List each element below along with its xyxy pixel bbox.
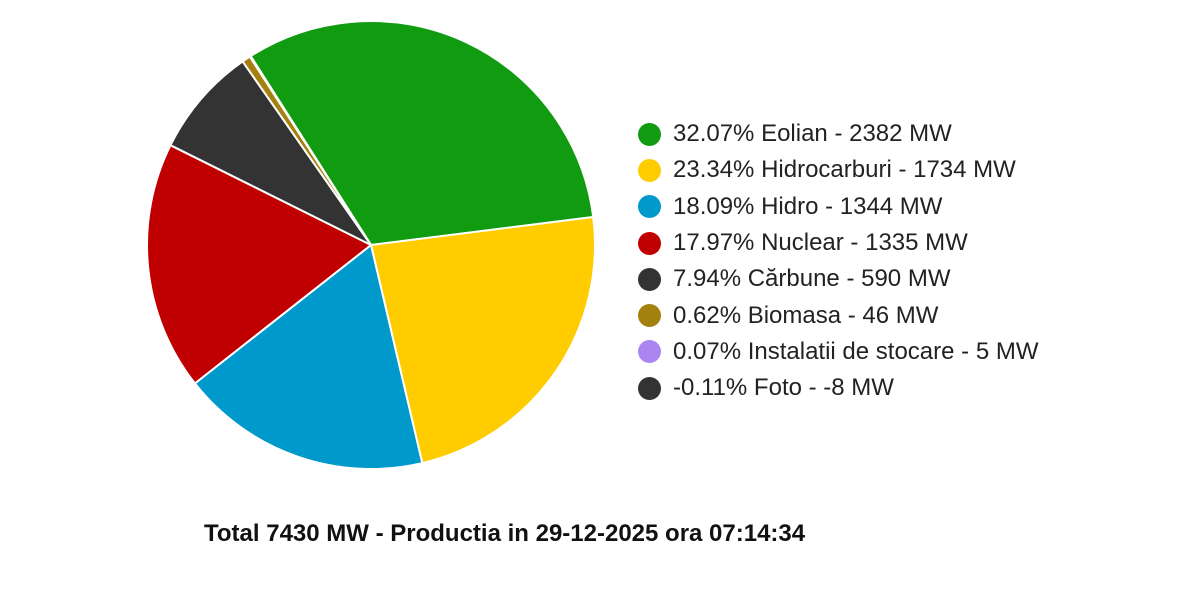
legend-label-carbune: 7.94% Cărbune - 590 MW	[673, 265, 951, 293]
legend-item-hidro[interactable]: 18.09% Hidro - 1344 MW	[638, 189, 1178, 225]
legend-item-nuclear[interactable]: 17.97% Nuclear - 1335 MW	[638, 225, 1178, 261]
legend-label-biomasa: 0.62% Biomasa - 46 MW	[673, 301, 939, 329]
legend-marker-eolian	[638, 122, 661, 146]
legend-marker-hidrocarburi	[638, 158, 661, 182]
pie-slices	[146, 20, 596, 470]
chart-legend: 32.07% Eolian - 2382 MW 23.34% Hidrocarb…	[638, 116, 1178, 406]
legend-item-hidrocarburi[interactable]: 23.34% Hidrocarburi - 1734 MW	[638, 152, 1178, 188]
legend-marker-stocare	[638, 340, 661, 364]
legend-item-foto[interactable]: -0.11% Foto - -8 MW	[638, 370, 1178, 406]
legend-marker-biomasa	[638, 304, 661, 328]
legend-marker-carbune	[638, 267, 661, 291]
production-total-footer: Total 7430 MW - Productia in 29-12-2025 …	[204, 520, 806, 547]
legend-label-hidro: 18.09% Hidro - 1344 MW	[673, 192, 943, 220]
legend-marker-foto	[638, 376, 661, 400]
legend-label-nuclear: 17.97% Nuclear - 1335 MW	[673, 229, 968, 257]
legend-label-hidrocarburi: 23.34% Hidrocarburi - 1734 MW	[673, 156, 1016, 184]
legend-item-carbune[interactable]: 7.94% Cărbune - 590 MW	[638, 261, 1178, 297]
pie-slice-carbune[interactable]	[169, 60, 372, 246]
pie-slice-nuclear[interactable]	[146, 144, 372, 385]
pie-slice-hidrocarburi[interactable]	[370, 216, 596, 465]
legend-item-biomasa[interactable]: 0.62% Biomasa - 46 MW	[638, 297, 1178, 333]
legend-label-foto: -0.11% Foto - -8 MW	[673, 374, 894, 402]
legend-item-stocare[interactable]: 0.07% Instalatii de stocare - 5 MW	[638, 334, 1178, 370]
legend-label-eolian: 32.07% Eolian - 2382 MW	[673, 120, 952, 148]
pie-slice-stocare[interactable]	[248, 55, 372, 246]
legend-marker-hidro	[638, 195, 661, 219]
pie-slice-hidro[interactable]	[193, 244, 424, 470]
legend-marker-nuclear	[638, 231, 661, 255]
legend-label-stocare: 0.07% Instalatii de stocare - 5 MW	[673, 337, 1039, 365]
legend-item-eolian[interactable]: 32.07% Eolian - 2382 MW	[638, 116, 1178, 152]
